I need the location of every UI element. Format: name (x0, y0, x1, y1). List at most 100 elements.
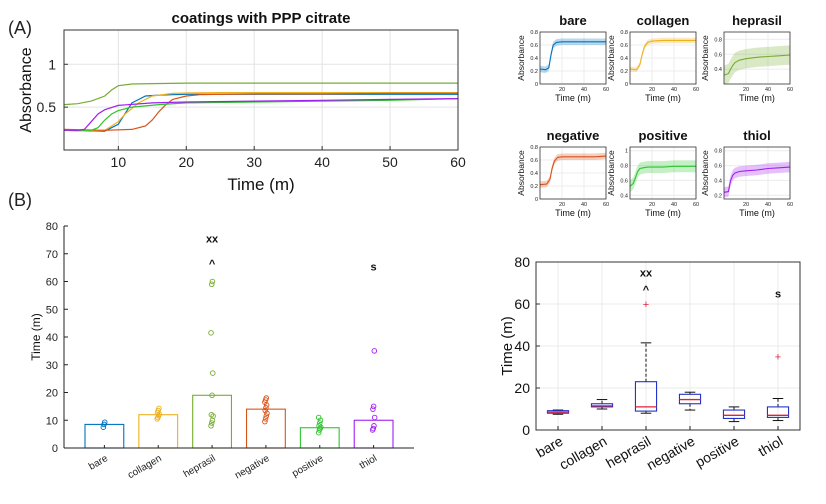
subplot-y-tick-label: 1 (625, 149, 628, 155)
y-tick-label: 80 (514, 254, 530, 270)
y-tick-label: 70 (46, 249, 58, 261)
subplot-mean-line (629, 165, 696, 187)
data-point-heprasil (208, 330, 214, 336)
outlier-marker: + (643, 299, 649, 311)
subplot-x-tick-label: 40 (671, 87, 677, 93)
subplot-x-tick-label: 20 (559, 202, 565, 208)
y-axis-label: Time (m) (499, 316, 516, 375)
significance-annotation: ^ (643, 285, 650, 297)
subplot-y-axis-label: Absorbance (606, 150, 616, 196)
data-point-heprasil (208, 281, 215, 288)
significance-annotation: xx (206, 234, 219, 246)
y-tick-label: 50 (46, 304, 58, 316)
subplot-mean-line (539, 41, 606, 71)
x-tick-label: collagen (556, 433, 609, 473)
box-collagen (590, 399, 614, 410)
subplot-x-axis-label: Time (m) (555, 208, 591, 218)
subplot-x-tick-label: 40 (581, 87, 587, 93)
subplot-x-axis-label: Time (m) (739, 208, 775, 218)
data-point-negative (263, 405, 269, 411)
subplot-x-axis-label: Time (m) (645, 208, 681, 218)
subplot-y-axis-label: Absorbance (606, 35, 616, 81)
data-point-heprasil (209, 392, 215, 399)
data-point-thiol (371, 348, 378, 354)
subplot-y-axis-label: Absorbance (516, 150, 526, 196)
bar-bare (84, 423, 125, 449)
significance-annotation: s (775, 289, 781, 301)
data-point-positive (317, 420, 323, 426)
x-axis-label: Time (m) (227, 175, 294, 194)
data-point-positive (316, 423, 322, 429)
panel-b-box-plot: barecollagen+heprasilnegativepositive+th… (499, 254, 801, 473)
y-tick-label: 80 (46, 221, 58, 233)
box-heprasil: + (634, 299, 658, 414)
subplot-y-tick-label: 0.8 (620, 30, 628, 36)
x-tick-label: 10 (111, 154, 127, 170)
y-tick-label: 60 (514, 296, 530, 312)
subplot-y-tick-label: 0.8 (714, 37, 722, 43)
subplot-y-tick-label: 0.8 (620, 164, 628, 170)
data-point-collagen (156, 411, 163, 417)
panel-b-bar-chart: bare collagen heprasil negative positive thio… (29, 221, 414, 482)
series-line-hepr (63, 82, 458, 106)
subplot-y-tick-label: 0.6 (714, 52, 722, 58)
data-point-thiol (370, 406, 376, 412)
panel-label-b: (B) (8, 190, 32, 210)
subplot-x-tick-label: 20 (743, 87, 749, 93)
outlier-marker: + (775, 352, 781, 364)
subplot-y-tick-label: 0.2 (530, 69, 538, 75)
subplot-y-tick-label: 0 (625, 82, 628, 88)
subplot-y-tick-label: 0.6 (530, 43, 538, 49)
subplot-mean-line (629, 39, 696, 71)
y-tick-label: 0.5 (37, 99, 57, 115)
bar-heprasil (192, 394, 233, 449)
series-line-thiol (64, 98, 459, 131)
box-bare (546, 409, 570, 415)
subplot-y-tick-label: 0.8 (530, 30, 538, 36)
subplot-y-tick-label: 0.6 (530, 158, 538, 164)
subplot-y-tick-label: 0.4 (714, 178, 722, 184)
data-point-negative (262, 407, 268, 414)
x-tick-label: 50 (382, 154, 398, 170)
subplot-title: positive (638, 128, 687, 143)
data-point-bare (100, 424, 107, 430)
subplot-error-band (630, 37, 696, 73)
subplot-title: bare (559, 13, 586, 28)
subplot-y-tick-label: 0.2 (714, 193, 722, 199)
subplot-x-tick-label: 60 (787, 202, 793, 208)
data-point-heprasil (208, 420, 215, 426)
y-tick-label: 0 (52, 443, 58, 455)
box-iqr (766, 406, 790, 418)
subplot-title: collagen (637, 13, 690, 28)
data-point-thiol (370, 403, 377, 410)
subplot-error-band (724, 45, 790, 84)
subplot-y-tick-label: 0.8 (530, 145, 538, 151)
subplot-mean-line (539, 155, 607, 186)
subplot-x-tick-label: 60 (787, 87, 793, 93)
panel-a-overlay-line-chart: 10 20 30 40 50 60 0.5 1 coatings with PPP citrat… (18, 10, 466, 194)
y-tick-label: 40 (514, 338, 530, 354)
subplot-y-tick-label: 0 (535, 82, 538, 88)
x-tick-label: 40 (314, 154, 330, 170)
subplot-area (724, 32, 790, 84)
plot-area (64, 30, 458, 150)
data-point-positive (315, 414, 322, 421)
subplot-x-axis-label: Time (m) (739, 93, 775, 103)
x-tick-label: thiol (755, 433, 785, 460)
subplot-frame (723, 146, 791, 200)
x-tick-label: 60 (450, 154, 466, 170)
subplot-y-tick-label: 0.4 (714, 67, 722, 73)
subplot-y-tick-label: 0.4 (530, 171, 538, 177)
data-point-positive (317, 417, 324, 424)
y-axis-label: Absorbance (18, 47, 35, 132)
subplot-y-axis-label: Absorbance (516, 35, 526, 81)
series-line-collagen (63, 92, 458, 132)
data-point-negative (262, 416, 269, 422)
subplot-mean-line (723, 54, 791, 76)
box-iqr (722, 409, 746, 419)
data-point-thiol (370, 425, 377, 432)
bar-thiol (353, 419, 394, 449)
data-point-heprasil (208, 423, 214, 429)
subplot-error-band (630, 160, 696, 193)
subplot-y-tick-label: 0.2 (530, 184, 538, 190)
